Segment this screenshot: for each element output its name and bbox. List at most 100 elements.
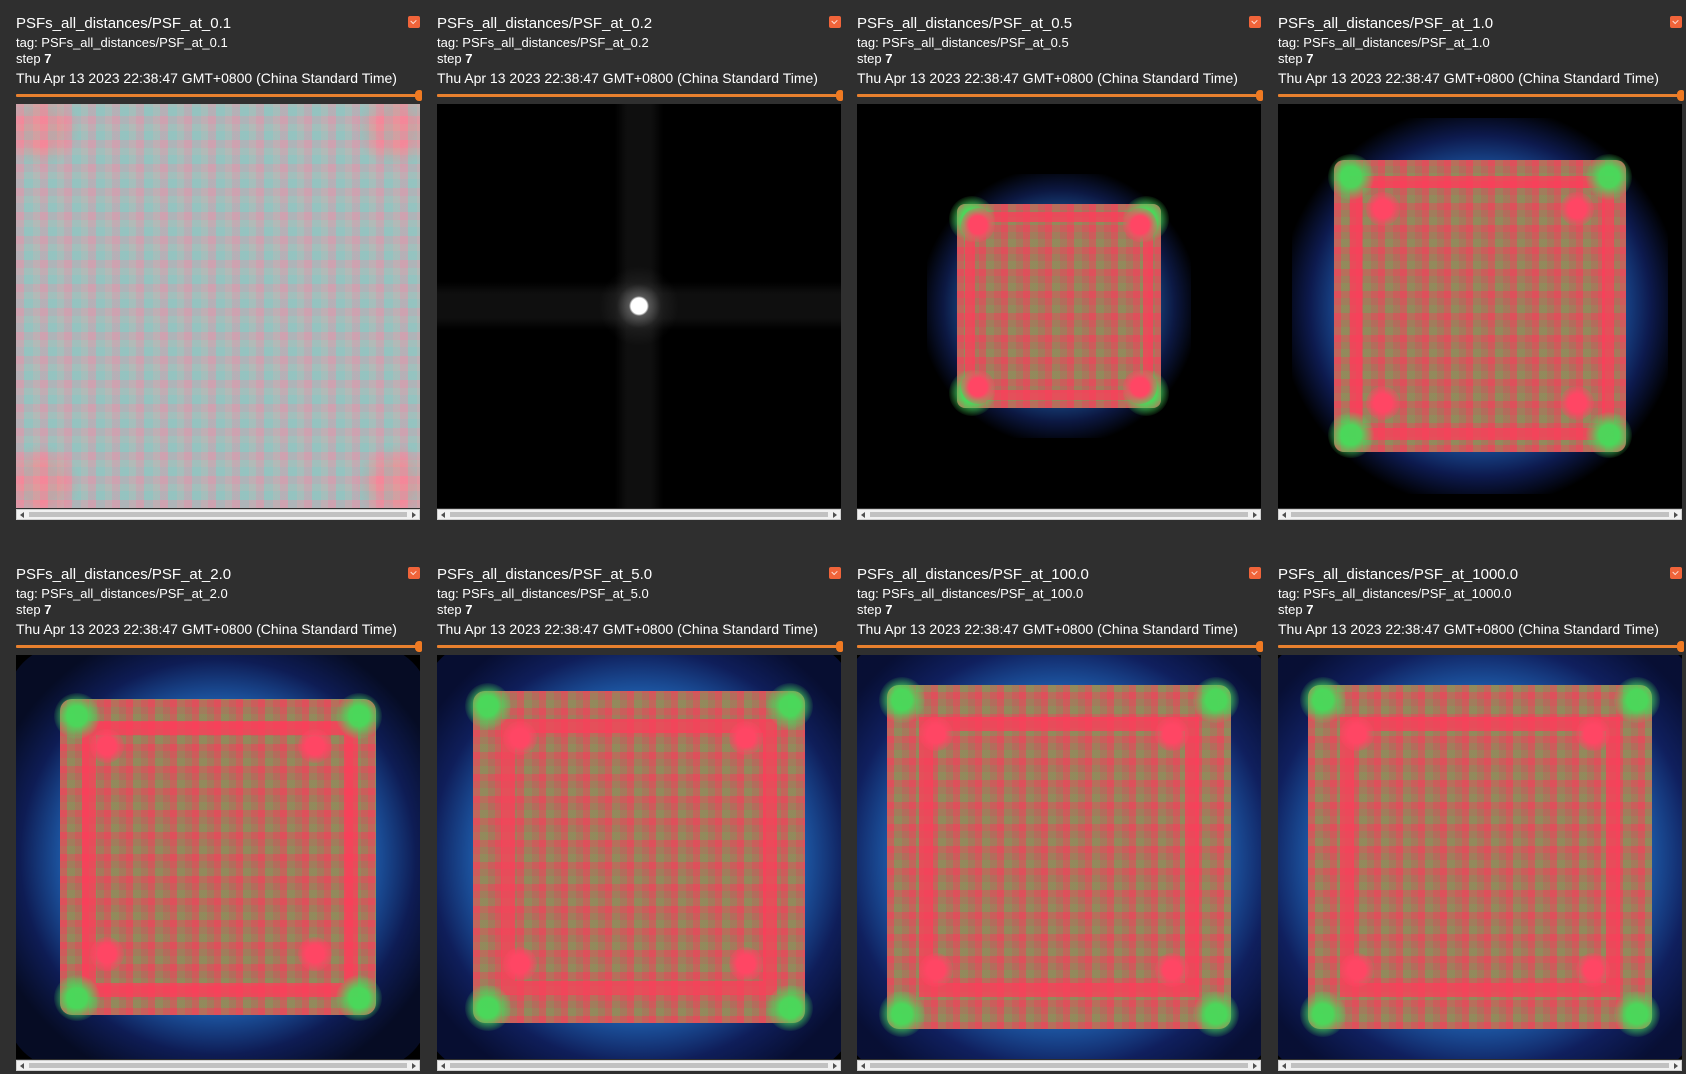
card-step: step 7 <box>857 602 892 618</box>
slider-thumb[interactable] <box>415 90 422 101</box>
card-timestamp: Thu Apr 13 2023 22:38:47 GMT+0800 (China… <box>1278 70 1659 86</box>
scrollbar-thumb[interactable] <box>870 1063 1248 1068</box>
step-value: 7 <box>885 51 893 66</box>
step-label: step <box>16 602 41 617</box>
card-timestamp: Thu Apr 13 2023 22:38:47 GMT+0800 (China… <box>437 621 818 637</box>
card-timestamp: Thu Apr 13 2023 22:38:47 GMT+0800 (China… <box>437 70 818 86</box>
step-label: step <box>1278 51 1303 66</box>
horizontal-scrollbar[interactable] <box>857 509 1261 520</box>
scroll-right-arrow-icon[interactable] <box>412 512 416 518</box>
horizontal-scrollbar[interactable] <box>437 1060 841 1071</box>
horizontal-scrollbar[interactable] <box>1278 1060 1682 1071</box>
pin-toggle-icon[interactable] <box>1249 567 1261 579</box>
scroll-left-arrow-icon[interactable] <box>861 1063 865 1069</box>
step-label: step <box>857 602 882 617</box>
slider-track <box>16 645 420 648</box>
pin-toggle-icon[interactable] <box>829 16 841 28</box>
psf-image <box>16 104 420 508</box>
pin-toggle-icon[interactable] <box>1670 567 1682 579</box>
pin-toggle-icon[interactable] <box>408 16 420 28</box>
scroll-left-arrow-icon[interactable] <box>441 512 445 518</box>
step-value: 7 <box>885 602 893 617</box>
step-slider[interactable] <box>1278 641 1684 652</box>
scroll-left-arrow-icon[interactable] <box>861 512 865 518</box>
psf-image <box>857 655 1261 1059</box>
scroll-right-arrow-icon[interactable] <box>1253 512 1257 518</box>
card-title: PSFs_all_distances/PSF_at_1.0 <box>1278 15 1494 32</box>
scroll-left-arrow-icon[interactable] <box>20 1063 24 1069</box>
scroll-right-arrow-icon[interactable] <box>833 1063 837 1069</box>
step-slider[interactable] <box>857 90 1263 101</box>
horizontal-scrollbar[interactable] <box>16 1060 420 1071</box>
slider-track <box>1278 645 1682 648</box>
scrollbar-thumb[interactable] <box>450 512 828 517</box>
horizontal-scrollbar[interactable] <box>857 1060 1261 1071</box>
pin-toggle-icon[interactable] <box>829 567 841 579</box>
card-tag: tag: PSFs_all_distances/PSF_at_100.0 <box>857 586 1084 601</box>
horizontal-scrollbar[interactable] <box>16 509 420 520</box>
slider-thumb[interactable] <box>1256 90 1263 101</box>
step-slider[interactable] <box>16 90 422 101</box>
slider-thumb[interactable] <box>415 641 422 652</box>
slider-thumb[interactable] <box>836 90 843 101</box>
scroll-left-arrow-icon[interactable] <box>441 1063 445 1069</box>
slider-track <box>437 94 841 97</box>
slider-thumb[interactable] <box>836 641 843 652</box>
scroll-left-arrow-icon[interactable] <box>1282 512 1286 518</box>
pin-toggle-icon[interactable] <box>1249 16 1261 28</box>
scroll-right-arrow-icon[interactable] <box>412 1063 416 1069</box>
step-slider[interactable] <box>16 641 422 652</box>
pin-toggle-icon[interactable] <box>408 567 420 579</box>
slider-track <box>857 94 1261 97</box>
card-timestamp: Thu Apr 13 2023 22:38:47 GMT+0800 (China… <box>857 621 1238 637</box>
slider-thumb[interactable] <box>1677 90 1684 101</box>
scrollbar-thumb[interactable] <box>870 512 1248 517</box>
scroll-right-arrow-icon[interactable] <box>1253 1063 1257 1069</box>
card-tag: tag: PSFs_all_distances/PSF_at_1.0 <box>1278 35 1490 50</box>
card-timestamp: Thu Apr 13 2023 22:38:47 GMT+0800 (China… <box>16 70 397 86</box>
step-value: 7 <box>465 51 473 66</box>
step-label: step <box>857 51 882 66</box>
horizontal-scrollbar[interactable] <box>1278 509 1682 520</box>
card-title: PSFs_all_distances/PSF_at_1000.0 <box>1278 566 1519 583</box>
card-tag: tag: PSFs_all_distances/PSF_at_0.5 <box>857 35 1069 50</box>
scroll-right-arrow-icon[interactable] <box>833 512 837 518</box>
card-timestamp: Thu Apr 13 2023 22:38:47 GMT+0800 (China… <box>857 70 1238 86</box>
scroll-left-arrow-icon[interactable] <box>1282 1063 1286 1069</box>
scrollbar-thumb[interactable] <box>29 1063 407 1068</box>
scrollbar-thumb[interactable] <box>1291 1063 1669 1068</box>
scroll-right-arrow-icon[interactable] <box>1674 1063 1678 1069</box>
scroll-left-arrow-icon[interactable] <box>20 512 24 518</box>
horizontal-scrollbar[interactable] <box>437 509 841 520</box>
psf-image <box>437 104 841 508</box>
card-title: PSFs_all_distances/PSF_at_0.5 <box>857 15 1073 32</box>
card-title: PSFs_all_distances/PSF_at_5.0 <box>437 566 653 583</box>
card-step: step 7 <box>1278 51 1313 67</box>
slider-track <box>857 645 1261 648</box>
slider-thumb[interactable] <box>1677 641 1684 652</box>
scroll-right-arrow-icon[interactable] <box>1674 512 1678 518</box>
step-slider[interactable] <box>437 90 843 101</box>
card-step: step 7 <box>16 602 51 618</box>
card-tag: tag: PSFs_all_distances/PSF_at_0.2 <box>437 35 649 50</box>
card-step: step 7 <box>437 51 472 67</box>
psf-image <box>1278 655 1682 1059</box>
step-slider[interactable] <box>1278 90 1684 101</box>
card-tag: tag: PSFs_all_distances/PSF_at_2.0 <box>16 586 228 601</box>
step-slider[interactable] <box>437 641 843 652</box>
card-title: PSFs_all_distances/PSF_at_0.1 <box>16 15 232 32</box>
scrollbar-thumb[interactable] <box>29 512 407 517</box>
step-value: 7 <box>1306 51 1314 66</box>
card-title: PSFs_all_distances/PSF_at_0.2 <box>437 15 653 32</box>
slider-thumb[interactable] <box>1256 641 1263 652</box>
psf-image <box>857 104 1261 508</box>
step-slider[interactable] <box>857 641 1263 652</box>
card-step: step 7 <box>437 602 472 618</box>
scrollbar-thumb[interactable] <box>1291 512 1669 517</box>
card-step: step 7 <box>1278 602 1313 618</box>
scrollbar-thumb[interactable] <box>450 1063 828 1068</box>
card-tag: tag: PSFs_all_distances/PSF_at_0.1 <box>16 35 228 50</box>
step-value: 7 <box>1306 602 1314 617</box>
pin-toggle-icon[interactable] <box>1670 16 1682 28</box>
